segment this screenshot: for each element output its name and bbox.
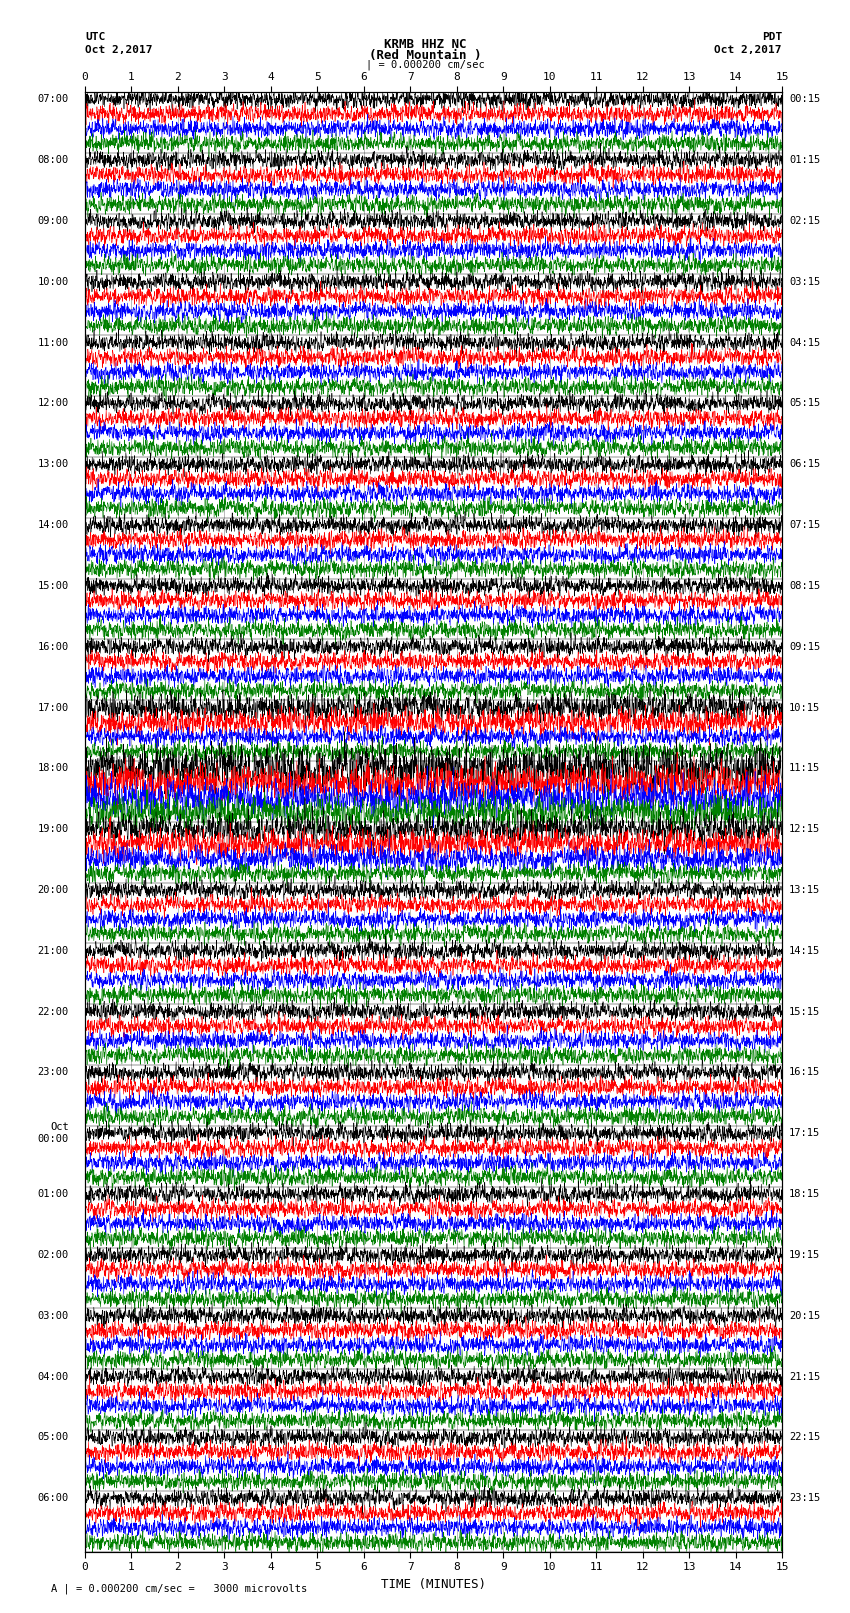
Text: 12:00: 12:00 <box>37 398 69 408</box>
Text: UTC: UTC <box>85 32 105 42</box>
Text: 23:15: 23:15 <box>789 1494 820 1503</box>
Text: 19:15: 19:15 <box>789 1250 820 1260</box>
Text: 01:00: 01:00 <box>37 1189 69 1198</box>
Text: Oct 2,2017: Oct 2,2017 <box>85 45 152 55</box>
Text: 04:00: 04:00 <box>37 1371 69 1382</box>
Text: 05:15: 05:15 <box>789 398 820 408</box>
Text: 22:00: 22:00 <box>37 1007 69 1016</box>
Text: A | = 0.000200 cm/sec =   3000 microvolts: A | = 0.000200 cm/sec = 3000 microvolts <box>51 1582 307 1594</box>
Text: 16:15: 16:15 <box>789 1068 820 1077</box>
Text: 20:00: 20:00 <box>37 886 69 895</box>
Text: 15:00: 15:00 <box>37 581 69 590</box>
Text: 07:15: 07:15 <box>789 519 820 531</box>
Text: 05:00: 05:00 <box>37 1432 69 1442</box>
Text: 11:15: 11:15 <box>789 763 820 773</box>
Text: 06:00: 06:00 <box>37 1494 69 1503</box>
Text: | = 0.000200 cm/sec: | = 0.000200 cm/sec <box>366 60 484 71</box>
Text: 23:00: 23:00 <box>37 1068 69 1077</box>
Text: 19:00: 19:00 <box>37 824 69 834</box>
Text: 13:00: 13:00 <box>37 460 69 469</box>
Text: 15:15: 15:15 <box>789 1007 820 1016</box>
Text: 02:00: 02:00 <box>37 1250 69 1260</box>
Text: 04:15: 04:15 <box>789 337 820 347</box>
Text: 18:00: 18:00 <box>37 763 69 773</box>
Text: 09:15: 09:15 <box>789 642 820 652</box>
Text: (Red Mountain ): (Red Mountain ) <box>369 48 481 63</box>
Text: 07:00: 07:00 <box>37 94 69 105</box>
Text: 17:00: 17:00 <box>37 703 69 713</box>
Text: Oct
00:00: Oct 00:00 <box>37 1123 69 1144</box>
Text: 01:15: 01:15 <box>789 155 820 165</box>
Text: 11:00: 11:00 <box>37 337 69 347</box>
Text: 10:00: 10:00 <box>37 277 69 287</box>
Text: 18:15: 18:15 <box>789 1189 820 1198</box>
Text: 22:15: 22:15 <box>789 1432 820 1442</box>
Text: 20:15: 20:15 <box>789 1311 820 1321</box>
Text: 12:15: 12:15 <box>789 824 820 834</box>
Text: KRMB HHZ NC: KRMB HHZ NC <box>383 37 467 50</box>
Text: 06:15: 06:15 <box>789 460 820 469</box>
Text: 21:00: 21:00 <box>37 945 69 957</box>
Text: 00:15: 00:15 <box>789 94 820 105</box>
Text: 17:15: 17:15 <box>789 1127 820 1139</box>
Text: 02:15: 02:15 <box>789 216 820 226</box>
Text: 03:00: 03:00 <box>37 1311 69 1321</box>
Text: Oct 2,2017: Oct 2,2017 <box>715 45 782 55</box>
Text: 08:15: 08:15 <box>789 581 820 590</box>
Text: 16:00: 16:00 <box>37 642 69 652</box>
Text: 13:15: 13:15 <box>789 886 820 895</box>
Text: 10:15: 10:15 <box>789 703 820 713</box>
Text: 03:15: 03:15 <box>789 277 820 287</box>
Text: 08:00: 08:00 <box>37 155 69 165</box>
Text: 14:15: 14:15 <box>789 945 820 957</box>
X-axis label: TIME (MINUTES): TIME (MINUTES) <box>381 1578 486 1590</box>
Text: PDT: PDT <box>762 32 782 42</box>
Text: 09:00: 09:00 <box>37 216 69 226</box>
Text: 14:00: 14:00 <box>37 519 69 531</box>
Text: 21:15: 21:15 <box>789 1371 820 1382</box>
